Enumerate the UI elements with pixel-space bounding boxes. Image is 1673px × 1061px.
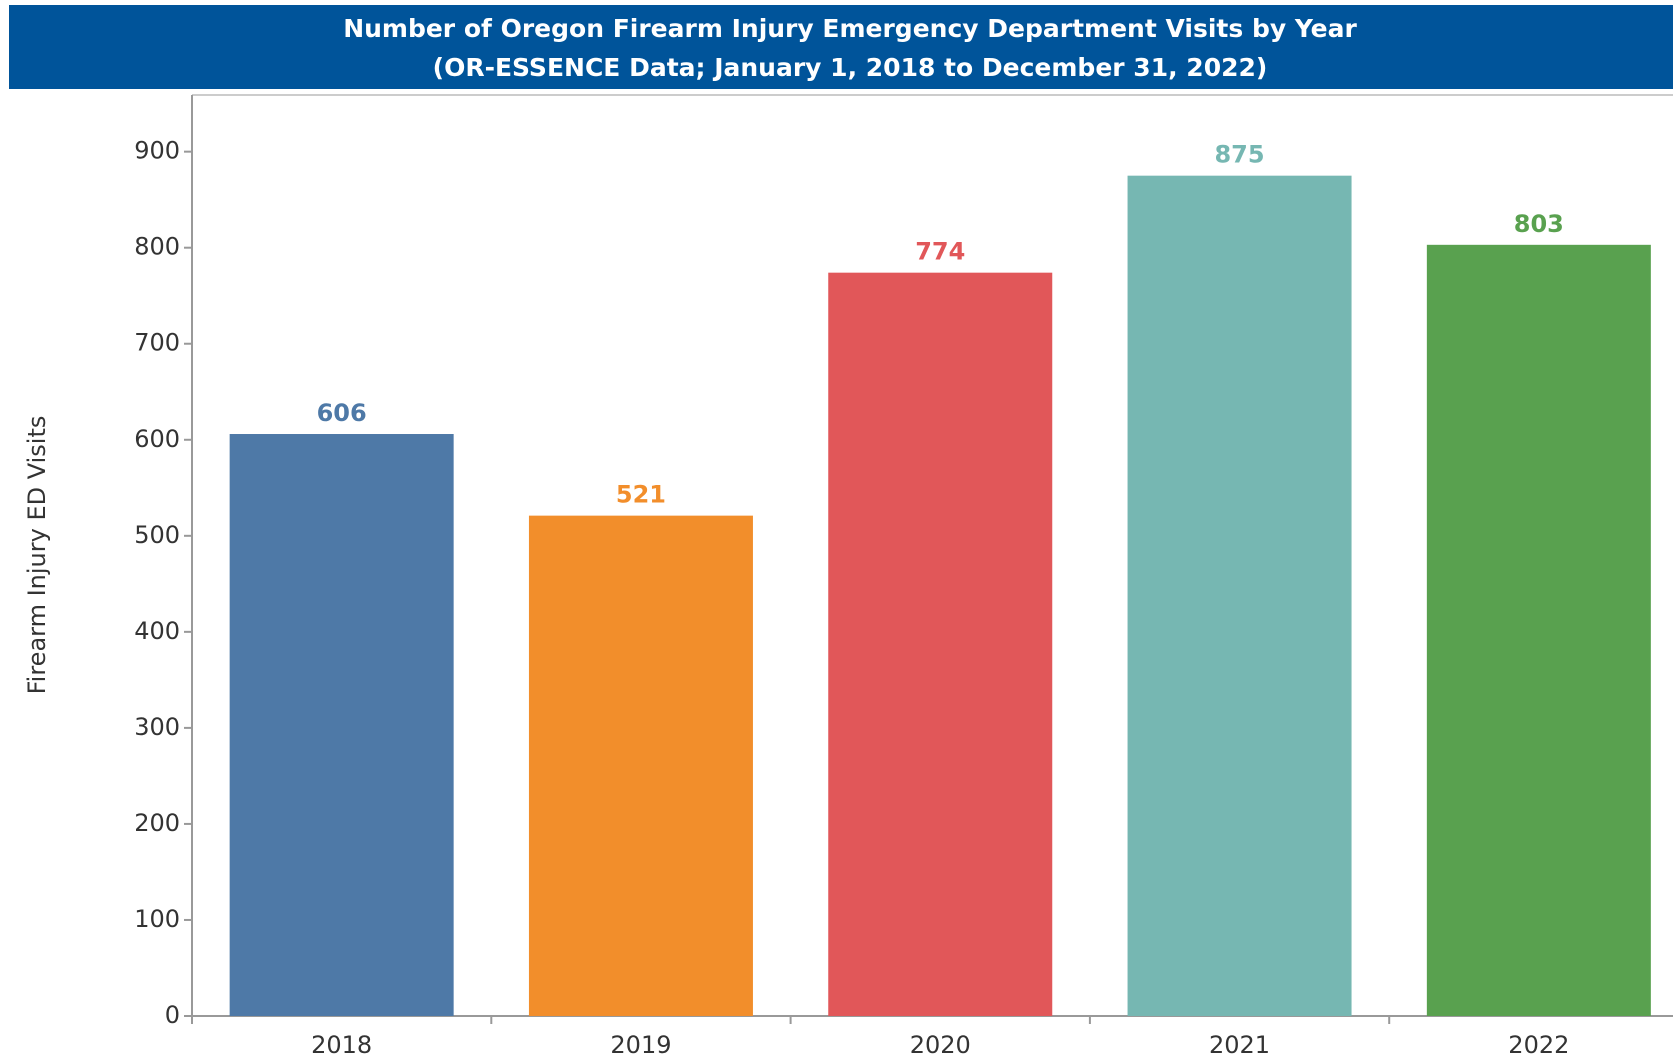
x-tick-label: 2019 bbox=[610, 1031, 671, 1059]
value-label: 875 bbox=[1214, 141, 1264, 169]
value-label: 521 bbox=[616, 481, 666, 509]
x-tick-label: 2021 bbox=[1209, 1031, 1270, 1059]
y-tick-label: 600 bbox=[134, 425, 180, 453]
value-label: 774 bbox=[915, 238, 965, 266]
y-tick-label: 300 bbox=[134, 713, 180, 741]
y-tick-label: 400 bbox=[134, 617, 180, 645]
x-tick-label: 2022 bbox=[1508, 1031, 1569, 1059]
bar bbox=[1127, 175, 1352, 1017]
y-tick-label: 200 bbox=[134, 809, 180, 837]
y-tick-label: 100 bbox=[134, 905, 180, 933]
bar bbox=[528, 515, 753, 1016]
bar bbox=[1426, 244, 1651, 1017]
y-tick-label: 800 bbox=[134, 233, 180, 261]
chart-subtitle: (OR-ESSENCE Data; January 1, 2018 to Dec… bbox=[433, 53, 1268, 82]
y-axis-label: Firearm Injury ED Visits bbox=[23, 416, 51, 695]
y-tick-label: 500 bbox=[134, 521, 180, 549]
bar bbox=[229, 434, 454, 1016]
x-tick-label: 2018 bbox=[311, 1031, 372, 1059]
y-tick-label: 700 bbox=[134, 329, 180, 357]
title-bar bbox=[9, 5, 1673, 89]
value-label: 606 bbox=[317, 399, 367, 427]
value-label: 803 bbox=[1514, 210, 1564, 238]
chart-title: Number of Oregon Firearm Injury Emergenc… bbox=[343, 14, 1357, 43]
y-tick-label: 900 bbox=[134, 137, 180, 165]
x-tick-label: 2020 bbox=[910, 1031, 971, 1059]
bar bbox=[828, 272, 1053, 1016]
y-tick-label: 0 bbox=[165, 1001, 180, 1029]
